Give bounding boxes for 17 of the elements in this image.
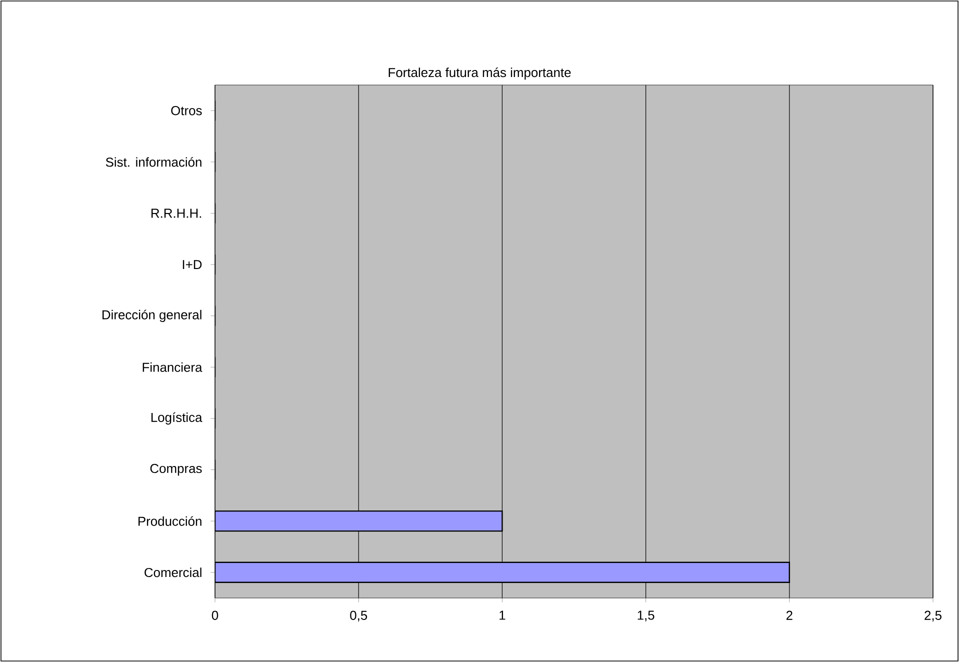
x-tick-label: 1 [500,610,506,620]
x-tick-label: 2,5 [924,610,942,622]
chart-title: Fortaleza futura más importante [388,67,571,80]
y-tick-label: Compras [150,464,202,476]
y-tick-label: Comercial [144,568,202,578]
y-tick-label: Financiera [142,362,202,372]
y-tick-label: Sist. información [106,157,202,167]
y-tick-label: Otros [171,106,202,116]
x-tick-label: 0,5 [350,610,368,622]
y-tick-label: Producción [138,516,202,526]
x-tick-label: 1,5 [638,610,654,622]
x-tick-label: 2 [786,610,792,620]
y-tick-label: Dirección general [102,310,202,322]
y-tick-label: R.R.H.H. [151,208,202,218]
x-tick-label: 0 [212,610,218,620]
y-tick-label: I+D [182,260,202,270]
y-tick-label: Logística [151,412,202,425]
